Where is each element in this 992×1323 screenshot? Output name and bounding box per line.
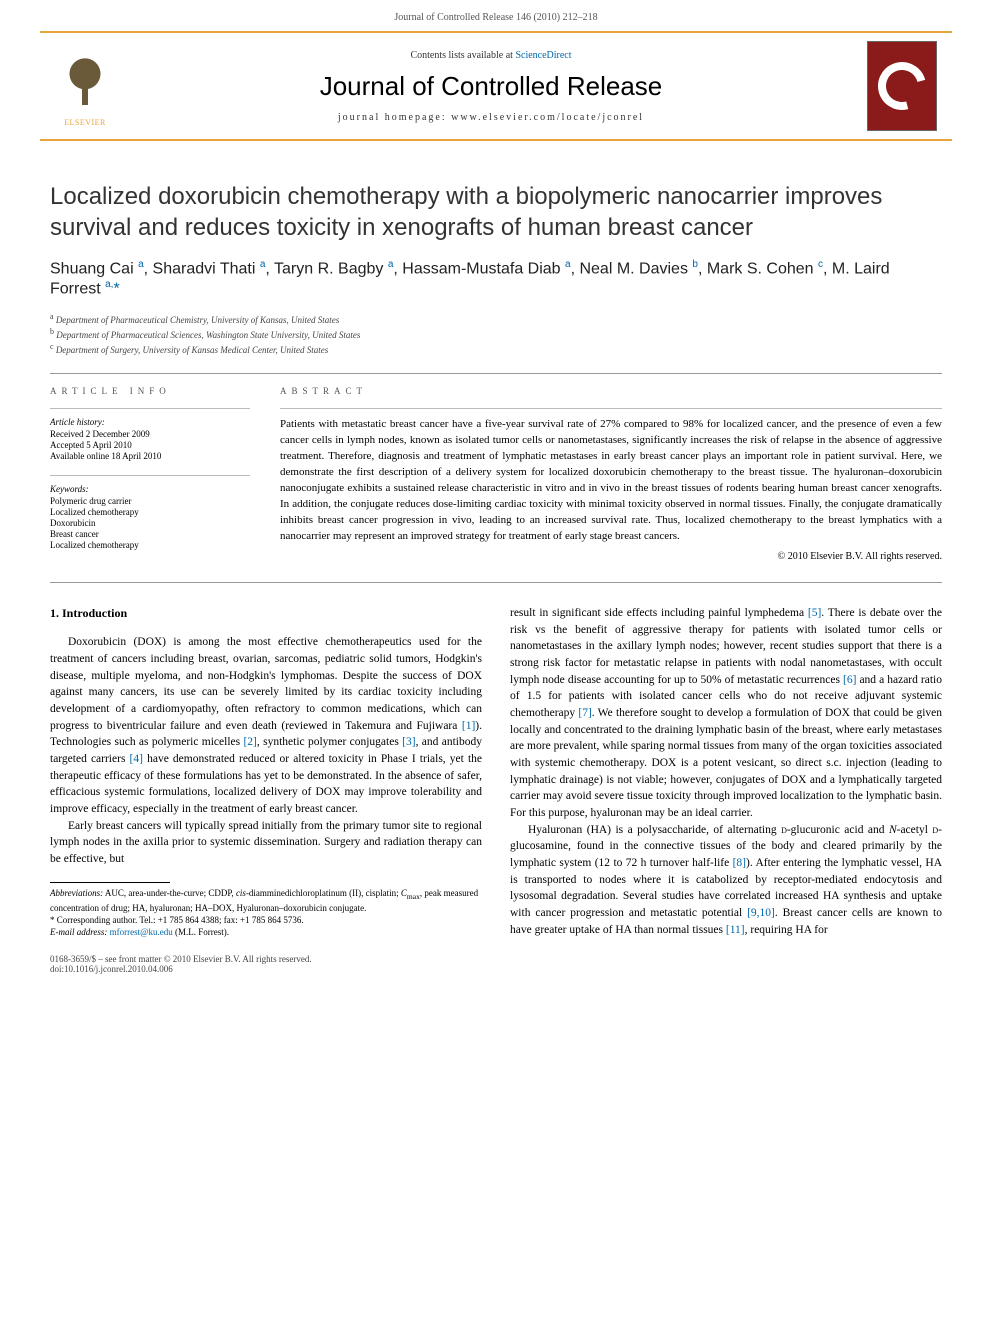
- history-line: Accepted 5 April 2010: [50, 440, 250, 450]
- doi-line: doi:10.1016/j.jconrel.2010.04.006: [50, 964, 942, 974]
- abbrev-text: AUC, area-under-the-curve; CDDP, cis-dia…: [50, 888, 478, 913]
- info-divider: [50, 475, 250, 476]
- journal-cover-block: [852, 41, 952, 131]
- email-line: E-mail address: mforrest@ku.edu (M.L. Fo…: [50, 926, 482, 938]
- footnote-rule: [50, 882, 170, 883]
- journal-name: Journal of Controlled Release: [130, 71, 852, 102]
- info-divider: [50, 408, 250, 409]
- affiliation: a Department of Pharmaceutical Chemistry…: [50, 312, 942, 325]
- contents-line: Contents lists available at ScienceDirec…: [130, 50, 852, 61]
- article-title: Localized doxorubicin chemotherapy with …: [50, 181, 942, 243]
- abbrev-label: Abbreviations:: [50, 888, 103, 898]
- abstract-heading: ABSTRACT: [280, 386, 942, 396]
- intro-paragraph: Hyaluronan (HA) is a polysaccharide, of …: [510, 822, 942, 939]
- intro-paragraph: Doxorubicin (DOX) is among the most effe…: [50, 634, 482, 817]
- journal-cover-icon: [867, 41, 937, 131]
- affiliation: b Department of Pharmaceutical Sciences,…: [50, 327, 942, 340]
- keywords-block: Keywords: Polymeric drug carrierLocalize…: [50, 484, 250, 550]
- affiliation: c Department of Surgery, University of K…: [50, 342, 942, 355]
- front-matter-line: 0168-3659/$ – see front matter © 2010 El…: [50, 954, 942, 964]
- history-line: Received 2 December 2009: [50, 429, 250, 439]
- article-info-heading: ARTICLE INFO: [50, 386, 250, 396]
- email-suffix: (M.L. Forrest).: [173, 927, 229, 937]
- email-link[interactable]: mforrest@ku.edu: [110, 927, 173, 937]
- divider: [50, 582, 942, 583]
- intro-paragraph: result in significant side effects inclu…: [510, 605, 942, 822]
- divider: [50, 373, 942, 374]
- publisher-logo-block: ELSEVIER: [40, 46, 130, 127]
- keyword: Localized chemotherapy: [50, 540, 250, 550]
- section-heading-intro: 1. Introduction: [50, 605, 482, 622]
- elsevier-tree-icon: [55, 46, 115, 116]
- keyword: Polymeric drug carrier: [50, 496, 250, 506]
- publisher-name: ELSEVIER: [64, 118, 106, 127]
- keyword: Doxorubicin: [50, 518, 250, 528]
- author-list: Shuang Cai a, Sharadvi Thati a, Taryn R.…: [50, 259, 942, 298]
- keywords-label: Keywords:: [50, 484, 250, 494]
- sciencedirect-link[interactable]: ScienceDirect: [515, 50, 571, 61]
- banner-center: Contents lists available at ScienceDirec…: [130, 50, 852, 123]
- email-label: E-mail address:: [50, 927, 107, 937]
- history-block: Article history: Received 2 December 200…: [50, 417, 250, 461]
- info-abstract-row: ARTICLE INFO Article history: Received 2…: [50, 386, 942, 564]
- keyword: Breast cancer: [50, 529, 250, 539]
- article-info: ARTICLE INFO Article history: Received 2…: [50, 386, 250, 564]
- homepage-line: journal homepage: www.elsevier.com/locat…: [130, 112, 852, 123]
- abstract-text: Patients with metastatic breast cancer h…: [280, 417, 942, 545]
- history-label: Article history:: [50, 417, 250, 427]
- abstract: ABSTRACT Patients with metastatic breast…: [280, 386, 942, 564]
- homepage-prefix: journal homepage:: [338, 112, 451, 123]
- contents-prefix: Contents lists available at: [410, 50, 515, 61]
- history-line: Available online 18 April 2010: [50, 451, 250, 461]
- journal-banner: ELSEVIER Contents lists available at Sci…: [40, 31, 952, 141]
- abbreviations-line: Abbreviations: AUC, area-under-the-curve…: [50, 887, 482, 914]
- abstract-copyright: © 2010 Elsevier B.V. All rights reserved…: [280, 551, 942, 562]
- article-footer: 0168-3659/$ – see front matter © 2010 El…: [50, 954, 942, 974]
- footnotes: Abbreviations: AUC, area-under-the-curve…: [50, 887, 482, 938]
- keyword: Localized chemotherapy: [50, 507, 250, 517]
- homepage-url: www.elsevier.com/locate/jconrel: [451, 112, 644, 123]
- intro-paragraph: Early breast cancers will typically spre…: [50, 818, 482, 868]
- abstract-divider: [280, 408, 942, 409]
- corresponding-author: * Corresponding author. Tel.: +1 785 864…: [50, 914, 482, 926]
- body-columns: 1. Introduction Doxorubicin (DOX) is amo…: [50, 605, 942, 938]
- running-header: Journal of Controlled Release 146 (2010)…: [0, 0, 992, 31]
